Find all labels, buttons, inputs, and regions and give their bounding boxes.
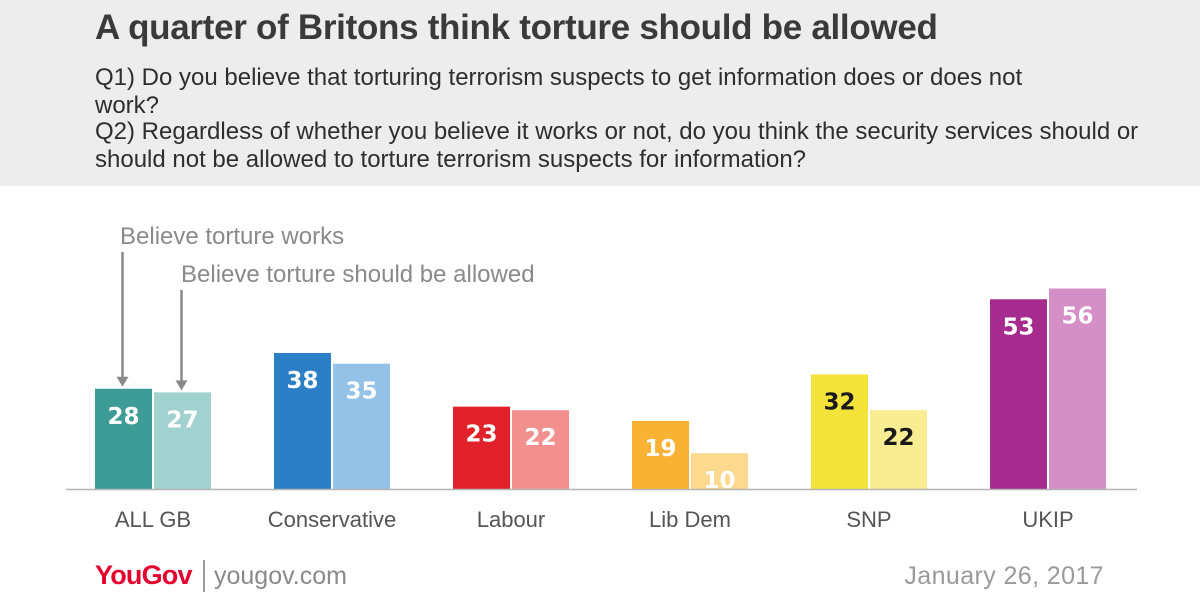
data-label: 27 [166, 407, 198, 433]
bar-snp-s2 [870, 410, 927, 489]
data-label: 38 [286, 368, 318, 394]
bar-ukip-s1 [990, 299, 1047, 489]
category-label: ALL GB [115, 507, 191, 532]
data-label: 22 [524, 425, 556, 451]
category-label: Lib Dem [649, 507, 731, 532]
data-label: 19 [644, 436, 676, 462]
bar-ukip-s2 [1049, 288, 1106, 489]
bar-all-gb-s1 [95, 388, 152, 489]
bar-all-gb-s2 [154, 392, 211, 489]
category-label: Labour [477, 507, 546, 532]
header-panel: A quarter of Britons think torture shoul… [0, 0, 1200, 186]
bar-conservative-s2 [333, 363, 390, 489]
legend-label-works: Believe torture works [120, 223, 344, 250]
legend-label-allowed: Believe torture should be allowed [181, 261, 535, 288]
data-label: 22 [882, 425, 914, 451]
bar-chart: 28 27 ALL GB 38 35 Conservative 23 22 Labour 19 10… [66, 223, 1137, 532]
data-label: 35 [345, 379, 377, 405]
data-label: 28 [107, 404, 139, 430]
question-2: Q2) Regardless of whether you believe it… [95, 118, 1139, 173]
data-label: 32 [823, 389, 855, 415]
bar-conservative-s1 [274, 352, 331, 489]
bar-lib-dem-s1 [632, 420, 689, 489]
footer-date: January 26, 2017 [904, 562, 1104, 590]
category-label: SNP [846, 507, 891, 532]
data-label: 10 [703, 468, 735, 494]
bar-labour-s1 [453, 406, 510, 489]
arrow-head-icon [116, 376, 129, 387]
arrow-head-icon [175, 380, 188, 391]
bar-snp-s1 [811, 374, 868, 489]
chart-title: A quarter of Britons think torture shoul… [95, 8, 938, 47]
footer-divider [203, 560, 205, 592]
data-label: 23 [465, 422, 497, 448]
bar-labour-s2 [512, 410, 569, 489]
data-label: 56 [1061, 304, 1093, 330]
category-label: Conservative [268, 507, 396, 532]
bar-lib-dem-s2 [691, 453, 748, 489]
footer-site: yougov.com [214, 562, 347, 590]
data-label: 53 [1002, 314, 1034, 340]
yougov-logo: YouGov [95, 560, 193, 590]
question-1: Q1) Do you believe that torturing terror… [95, 64, 1023, 119]
category-label: UKIP [1022, 507, 1073, 532]
